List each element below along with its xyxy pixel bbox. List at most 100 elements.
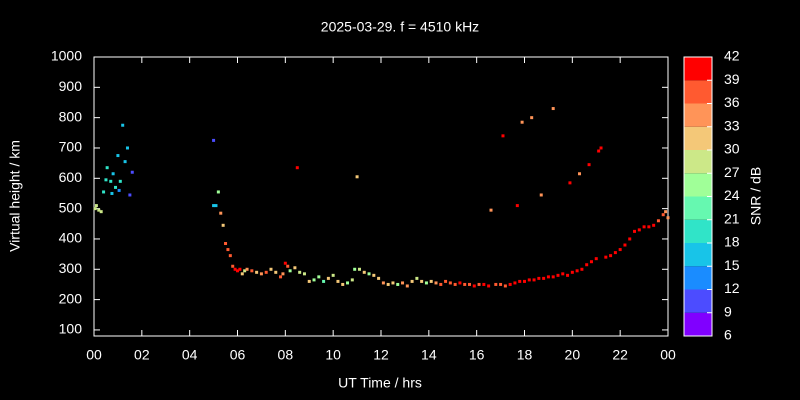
- y-tick-label: 600: [59, 169, 83, 185]
- data-point: [231, 264, 235, 268]
- data-point: [585, 263, 589, 267]
- data-point: [236, 269, 239, 273]
- colorbar-band: [684, 80, 712, 104]
- data-point: [513, 281, 517, 285]
- x-tick-label: 14: [421, 347, 437, 363]
- data-point: [537, 276, 541, 280]
- data-point: [283, 261, 287, 265]
- data-point: [647, 225, 651, 229]
- data-point: [362, 270, 366, 274]
- colorbar-band: [684, 196, 712, 220]
- colorbar-band: [684, 126, 712, 150]
- data-point: [269, 267, 273, 271]
- data-point: [527, 278, 531, 282]
- colorbar-band: [684, 266, 712, 290]
- colorbar-band: [684, 150, 712, 174]
- x-tick-label: 18: [517, 347, 533, 363]
- x-tick-label: 20: [565, 347, 581, 363]
- data-point: [118, 179, 122, 183]
- data-point: [556, 273, 560, 277]
- data-point: [228, 254, 232, 258]
- data-point: [587, 163, 591, 167]
- data-point: [105, 166, 109, 170]
- y-tick-label: 300: [59, 260, 83, 276]
- data-point: [566, 273, 570, 277]
- data-point: [609, 254, 613, 258]
- data-point: [288, 269, 292, 273]
- data-point: [604, 255, 608, 259]
- data-point: [424, 281, 428, 285]
- data-point: [353, 267, 357, 271]
- data-point: [633, 229, 637, 233]
- data-point: [472, 284, 476, 288]
- data-point: [415, 276, 419, 280]
- colorbar-band: [684, 103, 712, 127]
- data-point: [664, 210, 668, 214]
- data-point: [453, 282, 457, 286]
- data-point: [367, 272, 371, 276]
- data-point: [561, 272, 565, 276]
- data-point: [322, 279, 326, 283]
- data-point: [307, 279, 311, 283]
- y-tick-label: 900: [59, 78, 83, 94]
- data-point: [515, 204, 519, 208]
- data-point: [286, 264, 290, 268]
- data-point: [274, 270, 278, 274]
- x-tick-label: 04: [182, 347, 198, 363]
- data-point: [637, 228, 641, 232]
- data-point: [259, 272, 263, 276]
- data-point: [114, 185, 118, 189]
- data-point: [104, 178, 108, 182]
- colorbar-tick-label: 18: [724, 234, 740, 250]
- colorbar-tick-label: 30: [724, 141, 740, 157]
- data-point: [551, 275, 555, 279]
- y-axis-label: Virtual height / km: [7, 140, 23, 252]
- data-point: [212, 204, 216, 208]
- data-point: [489, 208, 493, 212]
- x-tick-label: 10: [325, 347, 341, 363]
- data-point: [245, 267, 249, 271]
- data-point: [487, 284, 491, 288]
- data-point: [381, 281, 385, 285]
- data-point: [212, 138, 216, 142]
- data-point: [97, 208, 101, 212]
- data-point: [216, 190, 220, 194]
- data-point: [523, 279, 526, 283]
- data-point: [111, 172, 115, 176]
- data-point: [125, 146, 129, 150]
- data-point: [355, 175, 359, 179]
- data-point: [444, 279, 448, 283]
- colorbar-tick-label: 39: [724, 71, 740, 87]
- colorbar-tick-label: 21: [724, 210, 740, 226]
- data-point: [429, 279, 433, 283]
- data-point: [666, 216, 670, 220]
- data-point: [642, 225, 646, 229]
- data-point: [508, 282, 512, 286]
- data-point: [420, 279, 424, 283]
- data-point: [302, 272, 306, 276]
- colorbar-tick-label: 42: [724, 48, 740, 64]
- data-point: [243, 269, 247, 273]
- colorbar-tick-label: 24: [724, 187, 740, 203]
- data-point: [99, 210, 103, 214]
- colorbar-tick-label: 36: [724, 94, 740, 110]
- y-tick-label: 700: [59, 139, 83, 155]
- data-point: [233, 267, 237, 271]
- data-point: [293, 266, 297, 270]
- data-point: [386, 282, 390, 286]
- x-tick-label: 02: [134, 347, 150, 363]
- data-point: [226, 248, 230, 252]
- data-point: [448, 281, 452, 285]
- data-point: [255, 270, 259, 274]
- data-point: [580, 267, 584, 271]
- data-point: [542, 276, 546, 280]
- y-tick-label: 100: [59, 321, 83, 337]
- data-point: [618, 248, 622, 252]
- data-point: [295, 166, 299, 170]
- data-point: [298, 270, 302, 274]
- colorbar-tick-label: 12: [724, 280, 740, 296]
- data-point: [405, 284, 409, 288]
- data-point: [546, 275, 550, 279]
- y-tick-label: 500: [59, 199, 83, 215]
